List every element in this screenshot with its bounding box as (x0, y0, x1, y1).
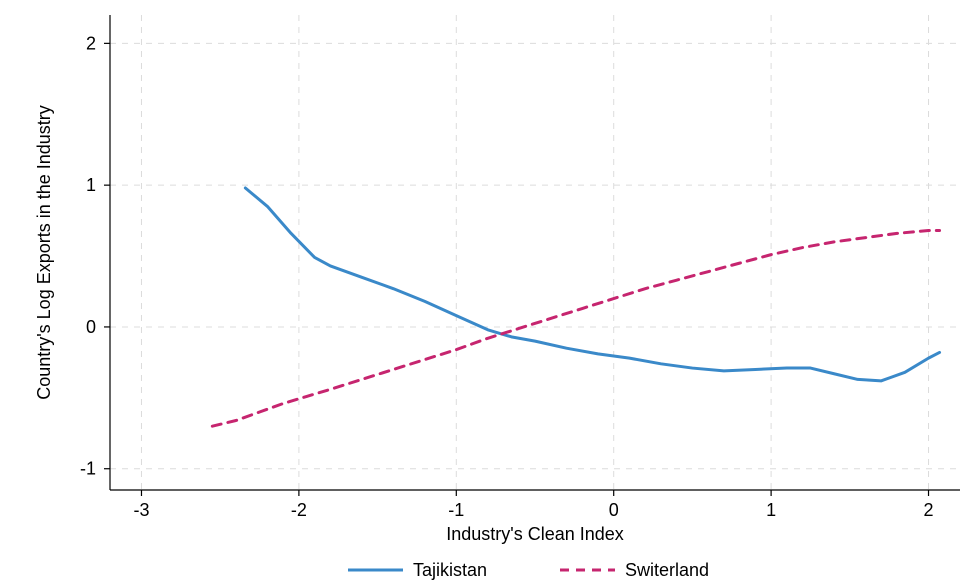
line-chart: -3 -2 -1 0 1 2 -1 0 1 2 Industry's Clean Index Coun… (0, 0, 975, 585)
chart-container: -3 -2 -1 0 1 2 -1 0 1 2 Industry's Clean Index Coun… (0, 0, 975, 585)
y-axis-title: Country's Log Exports in the Industry (34, 105, 54, 400)
x-tick-label: -2 (291, 500, 307, 520)
y-tick-label: 2 (86, 33, 96, 53)
y-tick-label: 0 (86, 317, 96, 337)
y-tick-label: -1 (80, 459, 96, 479)
chart-background (0, 0, 975, 585)
x-tick-label: -1 (448, 500, 464, 520)
legend-label-1: Switerland (625, 560, 709, 580)
legend-label-0: Tajikistan (413, 560, 487, 580)
x-axis-title: Industry's Clean Index (446, 524, 624, 544)
x-tick-label: -3 (133, 500, 149, 520)
x-tick-label: 1 (766, 500, 776, 520)
x-tick-label: 0 (609, 500, 619, 520)
y-tick-label: 1 (86, 175, 96, 195)
x-tick-label: 2 (924, 500, 934, 520)
